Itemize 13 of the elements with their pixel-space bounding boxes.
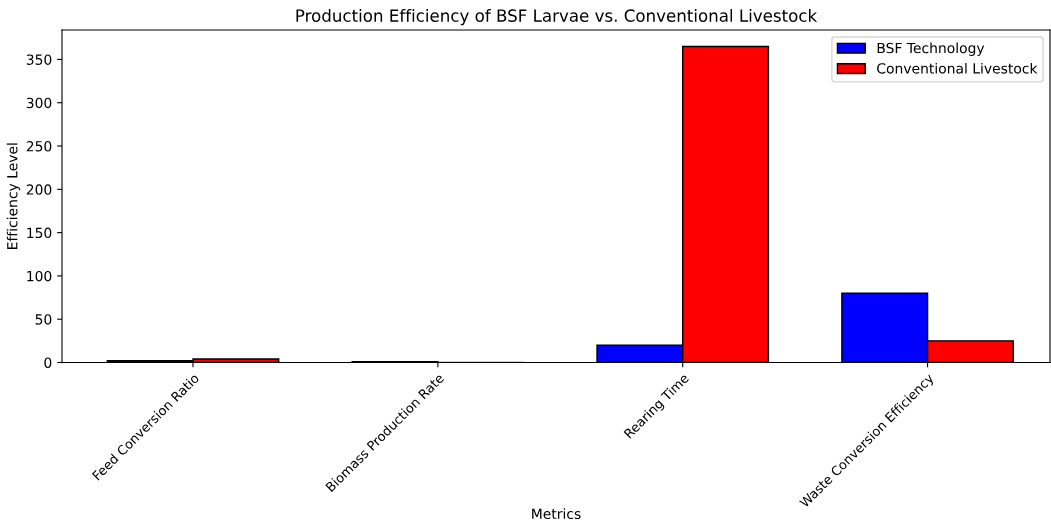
y-tick-label: 100 (27, 270, 52, 282)
x-axis-title: Metrics (532, 508, 581, 520)
y-tick-label: 350 (26, 54, 52, 65)
y-tick-label: 150 (27, 227, 52, 239)
y-axis-title: Efficiency Level (6, 143, 21, 249)
y-tick-label: 200 (26, 184, 52, 195)
chart-title: Production Efficiency of BSF Larvae vs. Conventional Livestock (296, 9, 818, 26)
y-tick-label: 300 (26, 97, 52, 109)
y-tick-label: 0 (44, 357, 52, 368)
y-tick-label: 50 (35, 314, 52, 325)
legend-label: BSF Technology (877, 42, 985, 56)
legend-label: Conventional Livestock (877, 62, 1038, 74)
y-tick-label: 250 (26, 141, 52, 152)
